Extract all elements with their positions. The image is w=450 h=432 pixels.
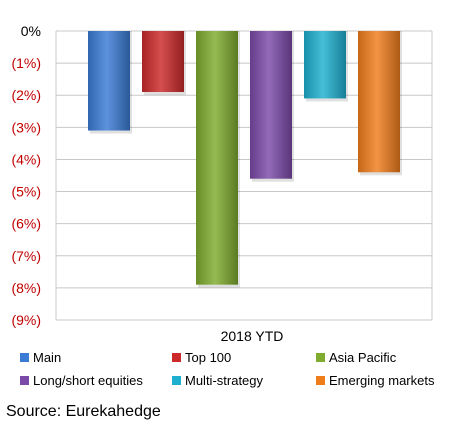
y-tick-label: 0% — [21, 23, 41, 39]
y-tick-label: (1%) — [11, 55, 41, 71]
y-tick-label: (9%) — [11, 312, 41, 328]
legend-label: Emerging markets — [329, 373, 435, 388]
y-tick-label: (2%) — [11, 87, 41, 103]
legend-label: Asia Pacific — [329, 350, 397, 365]
legend-swatch — [20, 376, 29, 385]
y-tick-label: (4%) — [11, 151, 41, 167]
bar-emerging-markets — [358, 31, 400, 173]
bar-main — [88, 31, 130, 131]
legend-swatch — [316, 376, 325, 385]
source-note: Source: Eurekahedge — [6, 403, 161, 420]
y-tick-label: (7%) — [11, 248, 41, 264]
y-tick-label: (5%) — [11, 184, 41, 200]
y-tick-label: (3%) — [11, 119, 41, 135]
legend-label: Main — [33, 350, 61, 365]
legend-swatch — [316, 353, 325, 362]
bar-asia-pacific — [196, 31, 238, 285]
legend-swatch — [20, 353, 29, 362]
bar-multi-strategy — [304, 31, 346, 99]
legend-label: Top 100 — [185, 350, 231, 365]
y-tick-label: (8%) — [11, 280, 41, 296]
y-tick-label: (6%) — [11, 216, 41, 232]
legend-swatch — [172, 353, 181, 362]
legend-label: Multi-strategy — [185, 373, 264, 388]
bar-long-short-equities — [250, 31, 292, 179]
bar-top-100 — [142, 31, 184, 93]
legend-label: Long/short equities — [33, 373, 143, 388]
x-category-label: 2018 YTD — [221, 328, 284, 344]
legend-swatch — [172, 376, 181, 385]
